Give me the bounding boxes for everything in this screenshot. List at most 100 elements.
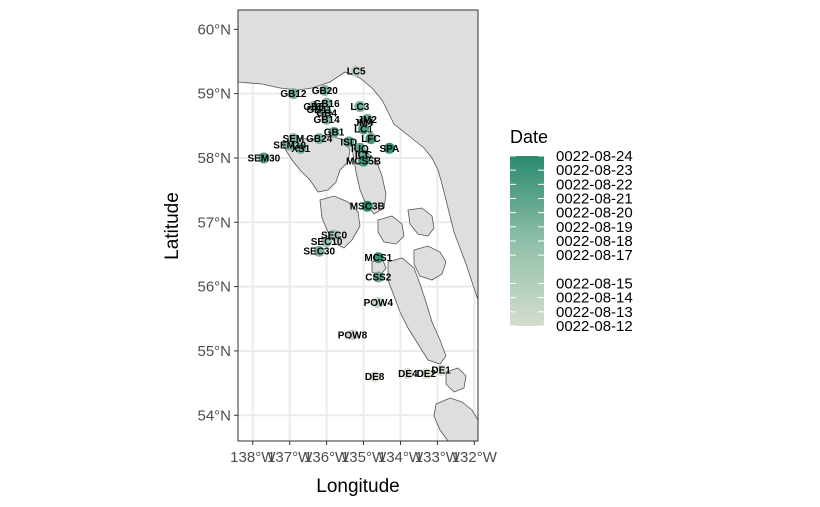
sample-point-isd [343,136,355,148]
legend-label: 0022-08-20 [556,205,633,222]
sample-point-gb16 [321,97,333,109]
sample-label: DE1 [431,366,451,377]
x-tick-label: 136°W [304,449,350,466]
x-tick-label: 137°W [267,449,313,466]
sample-point-gb20 [319,84,331,96]
sample-label: ICC [355,150,372,161]
sample-label: POW4 [364,298,394,309]
sample-label: MSC3B [350,202,385,213]
sample-label: DE2 [417,369,437,380]
sample-point-de2 [420,367,432,379]
southern-landmass [433,397,478,441]
sample-point-gb12 [287,88,299,100]
legend-label: 0022-08-19 [556,219,633,236]
sample-point-sec10 [321,236,333,248]
sample-point-css2 [372,271,384,283]
x-tick-label: 138°W [230,449,276,466]
sample-point-de1 [435,364,447,376]
sample-label: DE4 [398,369,418,380]
y-tick-label: 58°N [197,150,231,167]
sample-label: GB20 [312,86,339,97]
legend-ticks: 0022-08-240022-08-230022-08-220022-08-21… [510,148,633,335]
y-tick-label: 56°N [197,279,231,296]
sample-label: GB11 [306,105,332,116]
sample-label: LFC [361,134,380,145]
legend-label: 0022-08-12 [556,318,633,335]
y-axis: 54°N 55°N 56°N 57°N 58°N 59°N 60°N [197,21,238,424]
sample-label: SEM [283,134,305,145]
sample-label: JM2 [358,115,378,126]
haida-gwaii-north [445,367,467,393]
legend-label: 0022-08-17 [556,247,633,264]
sample-label: XS1 [291,144,310,155]
x-axis-title: Longitude [316,476,399,497]
legend: Date 0022-08-240022-08-230022-08-220022-… [510,127,633,335]
x-tick-label: 134°W [378,449,424,466]
legend-label: 0022-08-14 [556,290,633,307]
legend-label: 0022-08-23 [556,162,633,179]
sample-point-sec30 [313,245,325,257]
sample-label: ISD [340,137,357,148]
sample-point-de4 [402,367,414,379]
legend-label: 0022-08-18 [556,233,633,250]
sample-label: GB4 [316,108,337,119]
sample-point-de8 [369,371,381,383]
y-tick-label: 60°N [197,21,231,38]
y-axis-title: Latitude [162,192,183,260]
sample-label: JM4 [354,118,374,129]
sample-point-sem30 [258,152,270,164]
sample-label: SEC30 [303,247,335,258]
sample-point-lc5 [350,65,362,77]
sample-point-gb14 [321,113,333,125]
sample-label: GB6 [303,102,324,113]
sample-points [258,65,447,383]
sample-point-mcs5b [358,155,370,167]
legend-label: 0022-08-13 [556,304,633,321]
y-tick-label: 59°N [197,86,231,103]
sample-label: GB24 [306,134,333,145]
mitkof-island [407,207,435,237]
sample-point-sem10 [284,139,296,151]
panel-border [237,9,479,442]
sample-label: GB12 [280,89,307,100]
y-tick-label: 54°N [197,407,231,424]
sample-point-gb1 [328,126,340,138]
x-tick-label: 133°W [415,449,461,466]
sample-point-lfc [365,133,377,145]
sample-label: GB1 [324,128,345,139]
sample-label: LC5 [347,67,366,78]
sample-label: SPA [379,144,399,155]
sample-label: SEC0 [321,231,348,242]
sample-point-xs1 [295,142,307,154]
sample-label: POW8 [338,330,368,341]
sample-label: LC1 [354,125,373,136]
sample-point-pow4 [372,297,384,309]
revillagigedo-island [413,245,447,281]
sample-point-gb24 [313,133,325,145]
sample-label: MCS5B [346,157,381,168]
sample-label: SEC10 [311,237,343,248]
sample-label: SEM30 [247,153,280,164]
sample-point-lc3 [354,100,366,112]
sample-point-lc1 [358,123,370,135]
sample-label: GB16 [314,99,341,110]
x-tick-label: 135°W [341,449,387,466]
legend-title: Date [510,127,548,147]
sample-label: MCS1 [364,253,392,264]
sample-label: DE8 [365,372,385,383]
prince-of-wales-island [387,257,447,365]
legend-label: 0022-08-21 [556,191,633,208]
mainland [238,10,478,301]
legend-label: 0022-08-15 [556,276,633,293]
sample-point-msc3b [361,200,373,212]
sample-point-sec0 [328,229,340,241]
sample-point-spa [383,142,395,154]
sample-label: SEM10 [273,141,306,152]
sample-point-mcs1 [372,252,384,264]
y-tick-label: 57°N [197,214,231,231]
x-tick-label: 132°W [452,449,498,466]
kupreanof-island [377,215,405,245]
